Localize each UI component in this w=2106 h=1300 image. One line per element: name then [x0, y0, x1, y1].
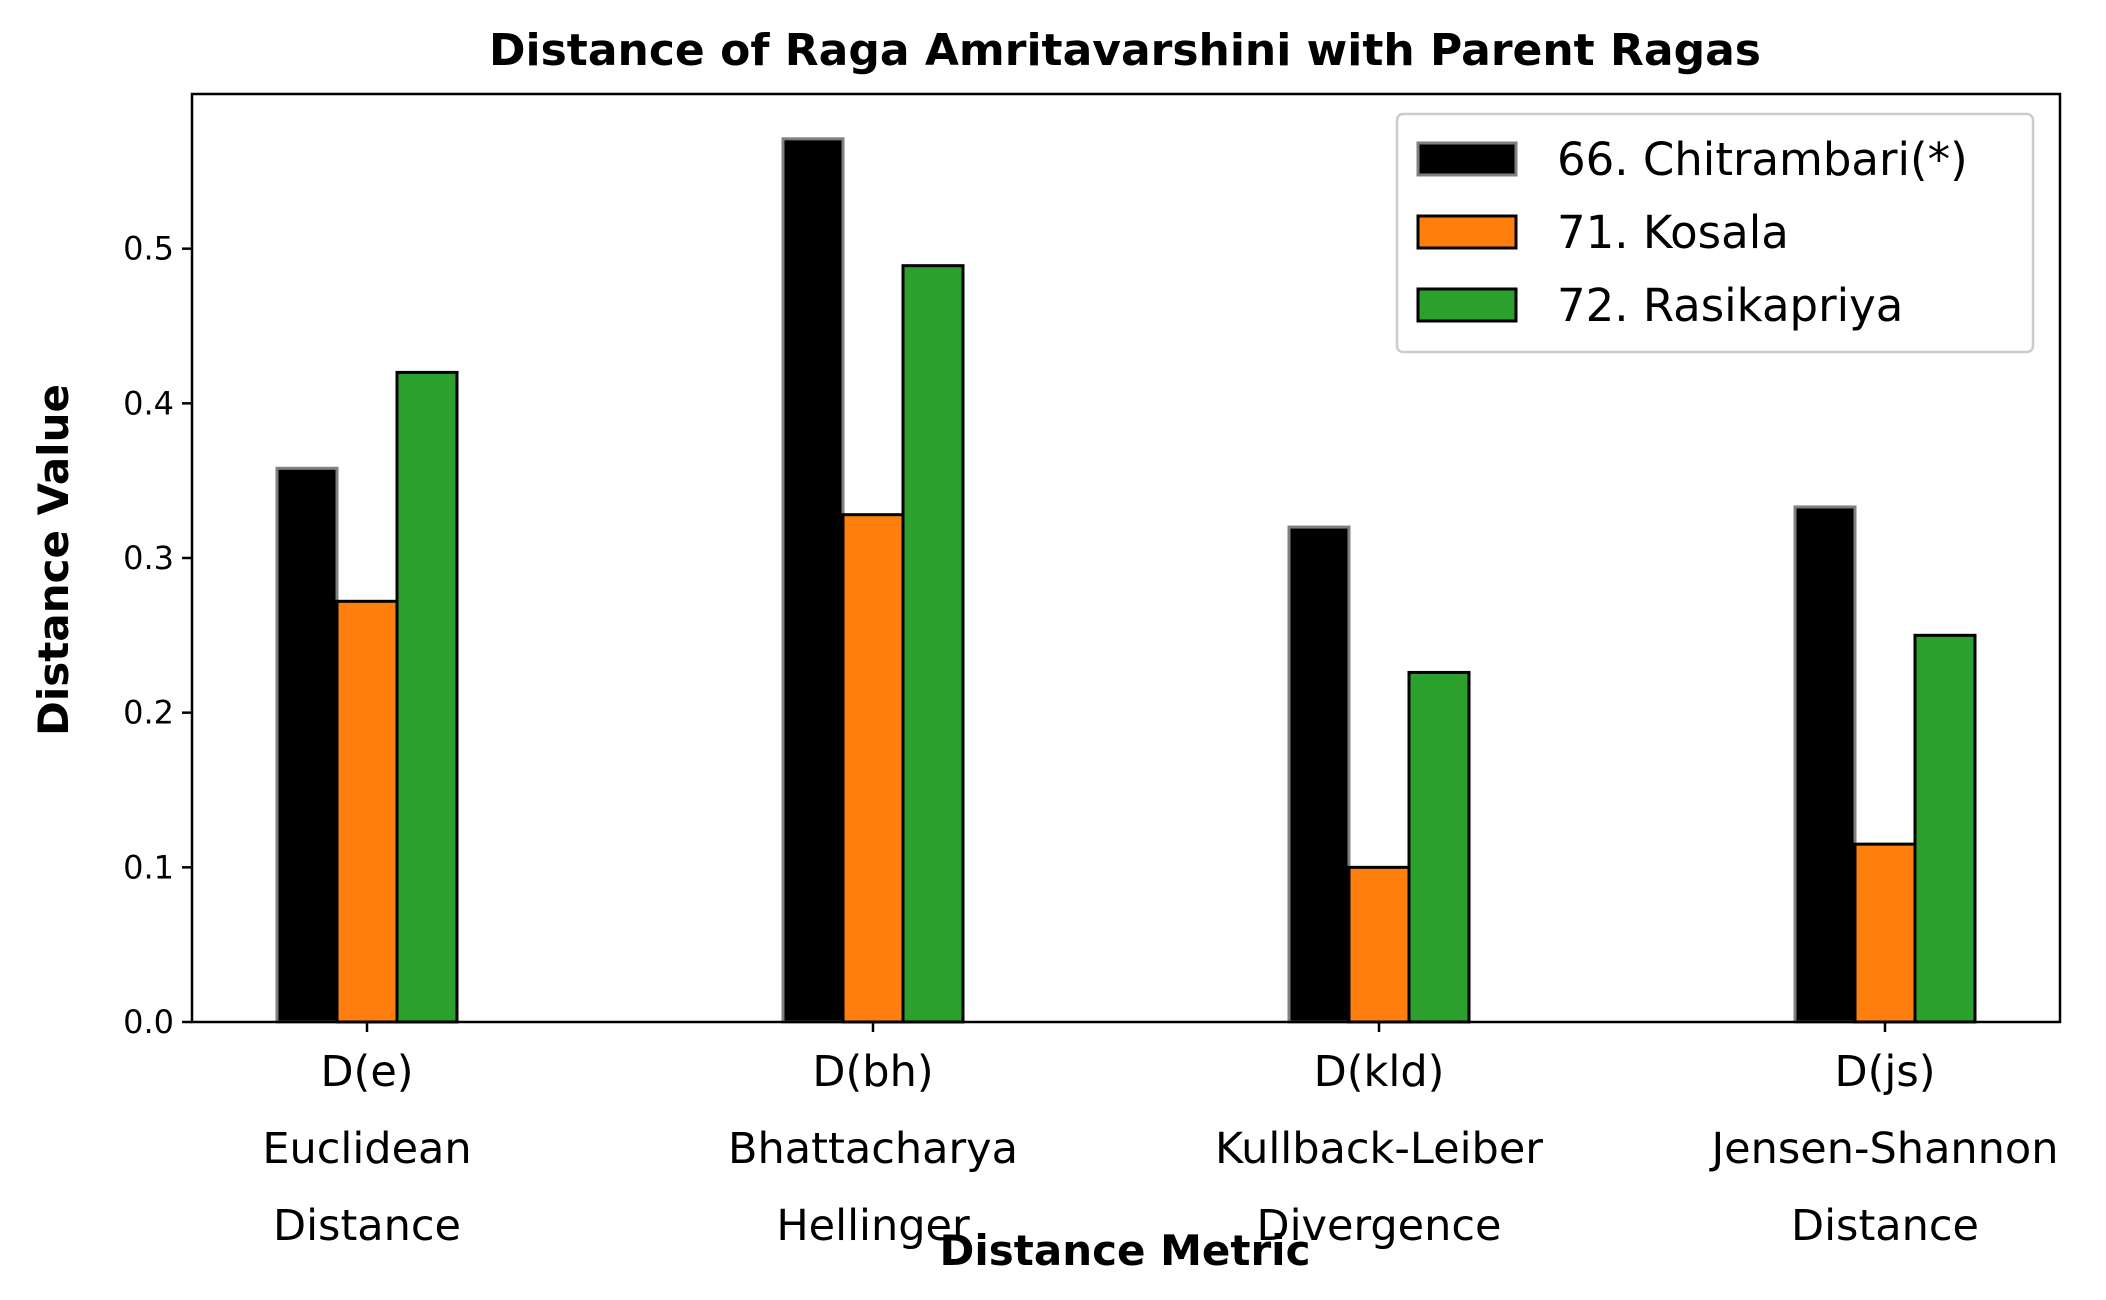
legend-swatch [1416, 287, 1518, 323]
y-tick-label: 0.0 [123, 1003, 174, 1041]
bar [275, 466, 339, 1024]
x-tick-label: Divergence [1257, 1201, 1502, 1251]
bar [1407, 670, 1471, 1024]
bar [781, 137, 845, 1024]
legend-label: 72. Rasikapriya [1557, 279, 1903, 332]
y-axis-label: Distance Value [29, 384, 78, 736]
legend-swatch [1416, 214, 1518, 250]
bar [901, 264, 965, 1024]
bar [1853, 842, 1917, 1024]
legend: 66. Chitrambari(*) 71. Kosala 72. Rasikapr… [1395, 112, 2035, 354]
y-tick-label: 0.2 [123, 694, 174, 732]
x-tick-label: Hellinger [776, 1201, 970, 1251]
y-tick-label: 0.4 [123, 384, 174, 422]
y-tick-label: 0.3 [123, 539, 174, 577]
y-tick-label: 0.5 [123, 230, 174, 268]
x-tick-label: Distance [273, 1201, 461, 1251]
x-tick-label: Euclidean [262, 1124, 471, 1174]
bar [841, 513, 905, 1024]
legend-swatch [1416, 141, 1518, 177]
x-tick-label: D(e) [320, 1047, 413, 1097]
x-tick-label: D(js) [1834, 1047, 1935, 1097]
x-tick-label: D(kld) [1314, 1047, 1445, 1097]
y-tick-label: 0.1 [123, 848, 174, 886]
plot-area: 0.0 0.1 0.2 0.3 0.4 0.5 D(e) Euclidean Distance D… [123, 92, 2062, 1251]
x-tick-label: Jensen-Shannon [1709, 1124, 2059, 1174]
legend-label: 66. Chitrambari(*) [1557, 133, 1968, 186]
x-tick-label: D(bh) [812, 1047, 933, 1097]
bar [1287, 525, 1351, 1024]
chart-title: Distance of Raga Amritavarshini with Par… [489, 25, 1761, 76]
bar [335, 599, 399, 1024]
x-tick-label: Kullback-Leiber [1215, 1124, 1543, 1174]
x-axis-label: Distance Metric [940, 1226, 1311, 1275]
bar [395, 370, 459, 1024]
x-tick-label: Bhattacharya [728, 1124, 1018, 1174]
bar [1793, 505, 1857, 1024]
bar [1913, 633, 1977, 1024]
legend-box [1395, 112, 2035, 354]
legend-label: 71. Kosala [1557, 206, 1789, 259]
x-tick-label: Distance [1791, 1201, 1979, 1251]
bar [1347, 865, 1411, 1024]
